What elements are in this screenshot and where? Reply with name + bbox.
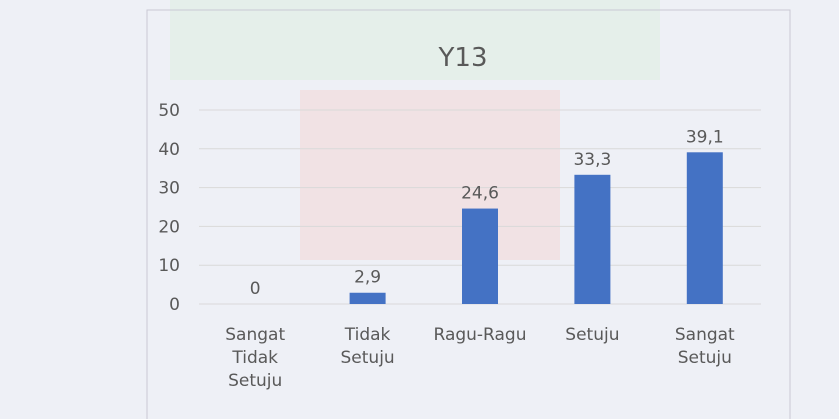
- data-label: 39,1: [686, 127, 724, 147]
- y-tick-label: 50: [158, 101, 180, 121]
- bar: [686, 152, 723, 304]
- y-tick-label: 30: [158, 179, 180, 199]
- y-tick-label: 10: [158, 256, 180, 276]
- y-tick-label: 40: [158, 140, 180, 160]
- y-tick-label: 20: [158, 217, 180, 237]
- bar: [462, 208, 498, 304]
- x-tick-label: Tidak Setuju: [340, 325, 395, 368]
- data-label: 0: [250, 279, 261, 299]
- data-label: 2,9: [354, 268, 381, 288]
- data-label: 33,3: [573, 150, 611, 170]
- watermark: [300, 90, 560, 260]
- x-tick-label: Sangat Setuju: [674, 325, 735, 368]
- watermark: [170, 0, 660, 80]
- chart-title: Y13: [438, 43, 488, 73]
- y-tick-label: 0: [169, 295, 180, 315]
- chart-border: [146, 9, 791, 419]
- data-label: 24,6: [461, 184, 499, 204]
- bar: [349, 292, 386, 304]
- x-tick-label: Setuju: [565, 325, 620, 345]
- bar: [574, 174, 611, 304]
- x-tick-label: Ragu-Ragu: [433, 325, 527, 345]
- x-tick-label: Sangat Tidak Setuju: [225, 325, 286, 391]
